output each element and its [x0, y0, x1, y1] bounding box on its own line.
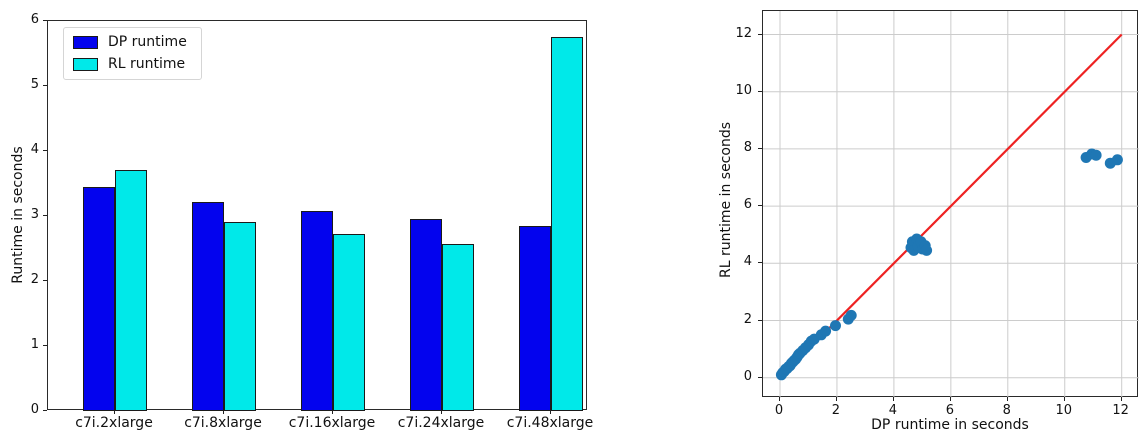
y-tick-mark: [43, 280, 47, 281]
bar-rl-c7i.24xlarge: [442, 244, 474, 411]
x-tick-label: c7i.16xlarge: [288, 415, 376, 431]
x-tick-mark: [1006, 397, 1008, 401]
scatter-point: [1090, 149, 1102, 161]
y-tick-mark: [758, 90, 762, 92]
bar-dp-c7i.2xlarge: [83, 187, 115, 411]
legend-swatch-dp: [73, 36, 98, 49]
y-tick-mark: [43, 150, 47, 151]
y-tick-label: 1: [30, 337, 39, 352]
y-tick-mark: [758, 319, 762, 321]
y-tick-label: 4: [743, 254, 752, 270]
scatter-point: [921, 244, 933, 256]
y-tick-label: 5: [30, 77, 39, 92]
y-tick-mark: [758, 147, 762, 149]
y-tick-mark: [758, 205, 762, 207]
x-tick-mark: [1063, 397, 1065, 401]
x-tick-label: 2: [831, 403, 841, 418]
legend-item-dp: DP runtime: [73, 35, 187, 50]
x-tick-mark: [779, 397, 780, 401]
x-tick-label: 4: [888, 403, 898, 418]
x-tick-mark: [949, 397, 951, 401]
y-tick-label: 4: [30, 142, 39, 157]
y-tick-mark: [758, 376, 762, 378]
scatter-point: [1111, 154, 1123, 166]
x-tick-label: 0: [774, 403, 784, 418]
y-tick-mark: [43, 345, 47, 346]
x-tick-label: 6: [945, 403, 954, 418]
bar-rl-c7i.48xlarge: [551, 37, 583, 411]
bar-rl-c7i.8xlarge: [224, 222, 256, 411]
y-tick-label: 12: [735, 25, 752, 41]
y-tick-mark: [758, 33, 762, 35]
bar-chart-plot-area: DP runtime RL runtime: [47, 20, 587, 411]
legend-label-rl: RL runtime: [108, 56, 186, 72]
y-tick-label: 3: [30, 207, 39, 222]
scatter-x-axis-label: DP runtime in seconds: [871, 417, 1029, 433]
x-tick-label: c7i.24xlarge: [397, 415, 485, 431]
x-tick-label: c7i.48xlarge: [506, 415, 594, 431]
x-tick-mark: [114, 410, 115, 414]
scatter-plot-area: [762, 10, 1139, 398]
x-tick-mark: [892, 397, 894, 401]
x-tick-label: 12: [1112, 403, 1129, 418]
bar-dp-c7i.24xlarge: [410, 219, 442, 411]
bar-rl-c7i.16xlarge: [333, 234, 365, 411]
scatter-point: [830, 320, 841, 332]
y-tick-mark: [758, 262, 762, 264]
x-tick-mark: [332, 410, 333, 414]
scatter-svg: [763, 11, 1139, 398]
x-tick-label: c7i.2xlarge: [75, 415, 153, 431]
x-tick-mark: [223, 410, 224, 414]
y-tick-label: 6: [743, 197, 752, 213]
y-tick-label: 10: [735, 82, 752, 98]
x-tick-mark: [1120, 397, 1122, 401]
legend-label-dp: DP runtime: [108, 34, 187, 50]
x-tick-mark: [835, 397, 837, 401]
x-tick-mark: [550, 410, 551, 414]
y-tick-label: 2: [30, 272, 39, 287]
y-tick-label: 0: [743, 368, 752, 384]
legend-swatch-rl: [73, 58, 98, 71]
bar-dp-c7i.16xlarge: [301, 211, 333, 411]
bar-dp-c7i.48xlarge: [519, 226, 551, 411]
bar-rl-c7i.2xlarge: [115, 170, 147, 411]
y-tick-mark: [43, 20, 47, 21]
y-tick-label: 6: [30, 12, 39, 27]
y-tick-mark: [43, 85, 47, 86]
x-tick-mark: [441, 410, 442, 414]
y-tick-label: 8: [743, 139, 752, 155]
bar-dp-c7i.8xlarge: [192, 202, 224, 411]
y-tick-mark: [43, 215, 47, 216]
y-tick-label: 2: [743, 311, 752, 327]
legend: DP runtime RL runtime: [63, 27, 202, 80]
y-tick-mark: [43, 410, 47, 411]
x-tick-label: 10: [1055, 403, 1073, 418]
legend-item-rl: RL runtime: [73, 57, 187, 72]
y-tick-label: 0: [30, 402, 39, 417]
x-tick-label: c7i.8xlarge: [184, 415, 262, 431]
scatter-point: [820, 325, 832, 337]
scatter-point: [845, 309, 857, 321]
x-tick-label: 8: [1002, 403, 1011, 418]
